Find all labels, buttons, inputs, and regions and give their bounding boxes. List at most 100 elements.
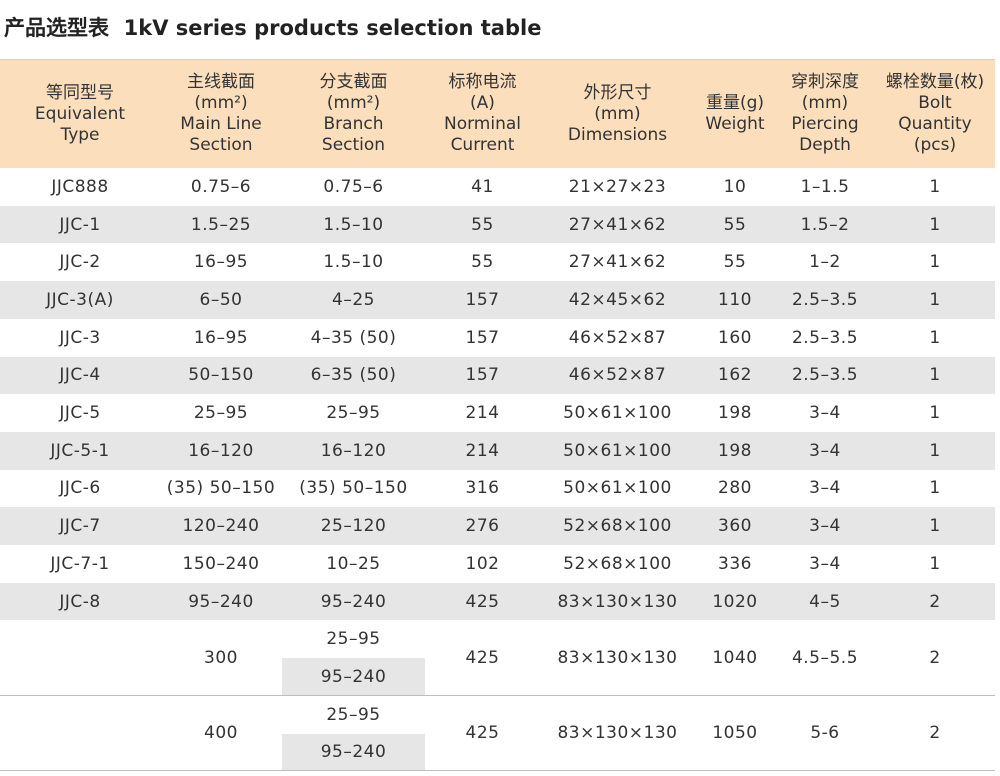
table-cell: 1 [929,214,941,235]
table-cell: JJC-6 [59,478,101,499]
header-text: Equivalent [34,103,126,124]
table-cell: 27×41×62 [568,252,667,273]
header-text: Section [321,135,386,155]
table-cell: 162 [718,365,752,386]
row-shade [0,281,995,319]
header-background [0,60,995,168]
sub-row-shade [282,658,425,695]
table-cell: 4–35 (50) [310,327,397,348]
table-cell: 157 [465,365,500,386]
table-cell: 2 [929,648,941,669]
header-cell: 重量(g) Weight [695,60,775,168]
table-cell: 46×52×87 [568,365,667,386]
table-cell: (35) 50–150 [299,478,408,499]
table-cell: JJC-4 [59,365,101,386]
table-cell: 1–2 [809,252,841,273]
table-cell: 83×130×130 [557,591,678,612]
table-cell: 1 [929,440,941,461]
table-cell: 1–1.5 [800,176,850,197]
table-cell: 1050 [712,723,758,744]
table-cell: 198 [718,403,752,424]
table-cell: JJC-5-1 [50,440,110,461]
table-cell: 1 [929,252,941,273]
table-cell: JJC-7-1 [50,553,110,574]
table-cell: 25–95 [326,403,381,424]
table-cell: 280 [718,478,752,499]
table-cell: 1040 [712,648,758,669]
header-text: (mm) [594,103,641,124]
header-text: (mm²) [326,93,381,113]
table-cell: 425 [465,723,500,744]
table-cell: 5-6 [810,723,840,744]
table-cell: 0.75–6 [323,176,384,197]
table-cell: 425 [465,591,500,612]
table-cell: JJC-3(A) [46,289,114,310]
table-cell: 150–240 [182,553,260,574]
table-cell: JJC-8 [59,591,101,612]
table-cell: 25–120 [320,516,387,537]
table-cell: 42×45×62 [568,289,667,310]
header-cell: 等同型号 Equivalent Type [0,60,160,168]
row-shade [0,582,995,621]
row-shade [0,205,995,244]
table-cell: 83×130×130 [557,648,678,669]
header-cell: 螺栓数量(枚) Bolt Quantity (pcs) [875,60,995,168]
table-cell: 157 [465,289,500,310]
header-text: (A) [470,93,495,113]
header-text: 分支截面 [319,72,388,92]
row-shade [0,356,995,395]
header-text: Depth [799,135,851,155]
table-cell: 25–95 [326,629,381,650]
table-cell: 6–50 [199,289,243,310]
table-cell: 102 [465,553,500,574]
header-text: Section [189,135,253,155]
table-cell: 360 [718,516,752,537]
table-cell: 95–240 [320,666,387,687]
table-cell: 52×68×100 [563,516,672,537]
table-cell: JJC-7 [59,516,101,537]
table-cell: JJC-3 [59,327,101,348]
table-cell: 4–5 [809,591,841,612]
header-text: 穿刺深度 [791,72,859,92]
row-rule [0,694,995,696]
table-cell: 157 [465,327,500,348]
table-cell: 95–240 [320,742,387,763]
table-cell: 2.5–3.5 [791,365,859,386]
table-cell: 3–4 [809,440,841,461]
page-title: 产品选型表 1kV series products selection tabl… [4,16,542,40]
table-cell: 1 [929,516,941,537]
table-cell: 1.5–2 [800,214,850,235]
table-cell: 95–240 [188,591,254,612]
header-text: Current [450,135,515,155]
table-cell: 3–4 [809,553,841,574]
header-cell: 主线截面 (mm²) Main Line Section [160,60,282,168]
header-text: Dimensions [567,124,668,145]
header-cell: 穿刺深度 (mm) Piercing Depth [775,60,875,168]
table-cell: 25–95 [326,704,381,725]
table-cell: 55 [471,252,494,273]
table-cell: 276 [465,516,500,537]
table-cell: 25–95 [193,403,249,424]
header-text: 外形尺寸 [583,82,652,103]
table-cell: 120–240 [182,516,260,537]
header-text: Norminal [443,114,521,134]
table-cell: 55 [471,214,494,235]
header-cell: 外形尺寸 (mm) Dimensions [540,60,695,168]
table-cell: 316 [465,478,500,499]
header-text: 重量(g) [705,93,765,113]
table-cell: 10–25 [326,553,381,574]
table-cell: JJC-5 [59,403,101,424]
header-text: Branch [323,114,384,134]
table-cell: 3–4 [809,516,841,537]
table-cell: 10 [723,176,747,197]
header-text: (mm²) [194,93,248,113]
header-text: (pcs) [913,135,957,155]
table-cell: 110 [718,289,752,310]
table-cell: 3–4 [809,478,841,499]
table-cell: 1 [929,289,941,310]
header-text: (mm) [801,93,849,113]
table-cell: 1 [929,553,941,574]
header-rule [0,59,995,60]
sub-row-shade [282,733,425,771]
header-text: Weight [705,114,765,134]
